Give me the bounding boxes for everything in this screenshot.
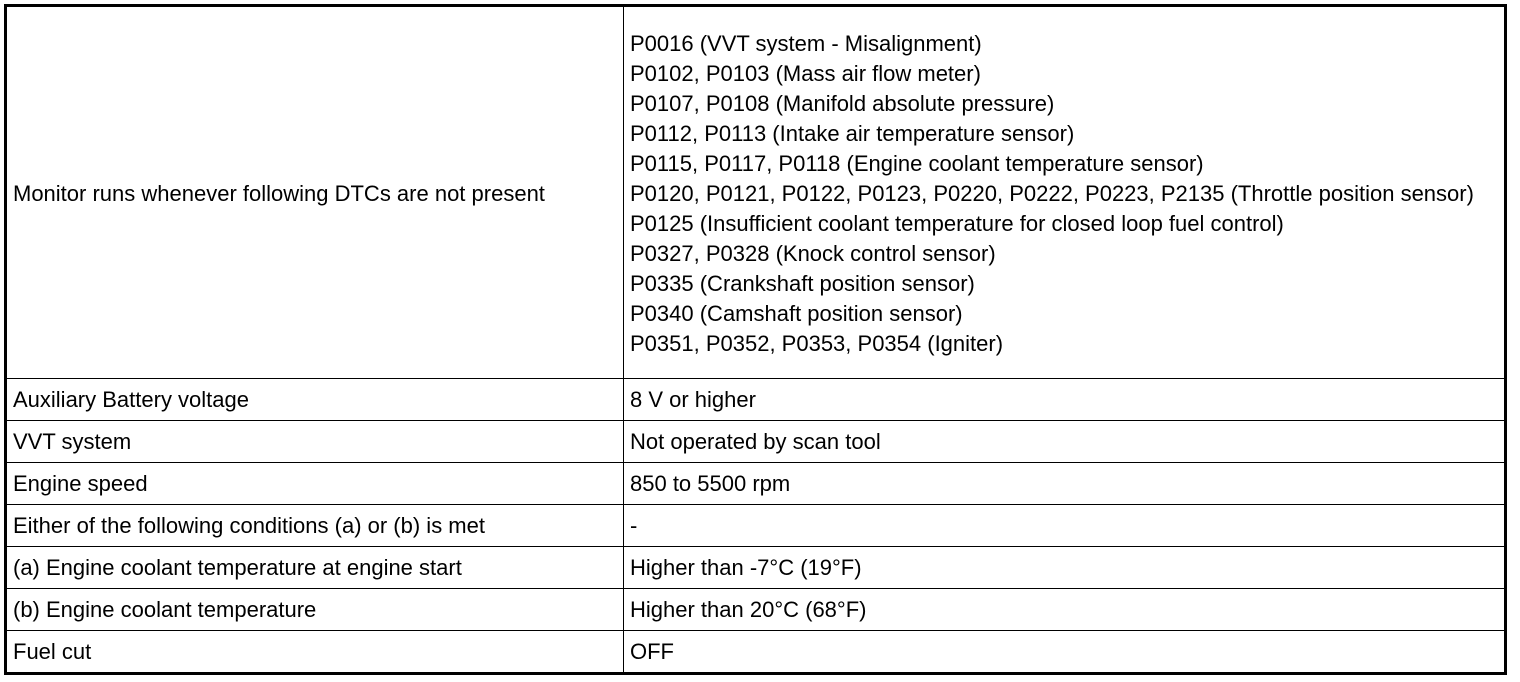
condition-label: VVT system — [7, 420, 624, 463]
table-row: VVT system Not operated by scan tool — [7, 420, 1504, 463]
dtc-item: P0125 (Insufficient coolant temperature … — [630, 211, 1284, 236]
condition-label: Monitor runs whenever following DTCs are… — [7, 7, 624, 379]
dtc-item: P0016 (VVT system - Misalignment) — [630, 31, 982, 56]
dtc-item: P0112, P0113 (Intake air temperature sen… — [630, 121, 1075, 146]
table-row: Monitor runs whenever following DTCs are… — [7, 7, 1504, 379]
dtc-item: P0115, P0117, P0118 (Engine coolant temp… — [630, 151, 1204, 176]
condition-value: OFF — [623, 630, 1504, 672]
dtc-item: P0335 (Crankshaft position sensor) — [630, 271, 975, 296]
table-row: Fuel cut OFF — [7, 630, 1504, 672]
table-row: Auxiliary Battery voltage 8 V or higher — [7, 378, 1504, 421]
dtc-item: P0351, P0352, P0353, P0354 (Igniter) — [630, 331, 1004, 356]
condition-value: 8 V or higher — [623, 378, 1504, 421]
dtc-item: P0120, P0121, P0122, P0123, P0220, P0222… — [630, 181, 1474, 206]
table-row: (b) Engine coolant temperature Higher th… — [7, 588, 1504, 631]
table-row: Engine speed 850 to 5500 rpm — [7, 462, 1504, 505]
condition-value: Higher than -7°C (19°F) — [623, 546, 1504, 589]
dtc-list: P0016 (VVT system - Misalignment) P0102,… — [623, 7, 1504, 379]
dtc-item: P0340 (Camshaft position sensor) — [630, 301, 963, 326]
condition-value: 850 to 5500 rpm — [623, 462, 1504, 505]
dtc-item: P0107, P0108 (Manifold absolute pressure… — [630, 91, 1055, 116]
condition-label: Fuel cut — [7, 630, 624, 672]
condition-label: Either of the following conditions (a) o… — [7, 504, 624, 547]
dtc-item: P0327, P0328 (Knock control sensor) — [630, 241, 996, 266]
condition-label: Engine speed — [7, 462, 624, 505]
condition-label: (b) Engine coolant temperature — [7, 588, 624, 631]
table-row: Either of the following conditions (a) o… — [7, 504, 1504, 547]
condition-label: Auxiliary Battery voltage — [7, 378, 624, 421]
conditions-table-frame: Monitor runs whenever following DTCs are… — [4, 4, 1507, 675]
table-row: (a) Engine coolant temperature at engine… — [7, 546, 1504, 589]
condition-value: Higher than 20°C (68°F) — [623, 588, 1504, 631]
condition-label: (a) Engine coolant temperature at engine… — [7, 546, 624, 589]
condition-value: - — [623, 504, 1504, 547]
monitor-conditions-table: Monitor runs whenever following DTCs are… — [7, 7, 1504, 672]
condition-value: Not operated by scan tool — [623, 420, 1504, 463]
dtc-item: P0102, P0103 (Mass air flow meter) — [630, 61, 981, 86]
